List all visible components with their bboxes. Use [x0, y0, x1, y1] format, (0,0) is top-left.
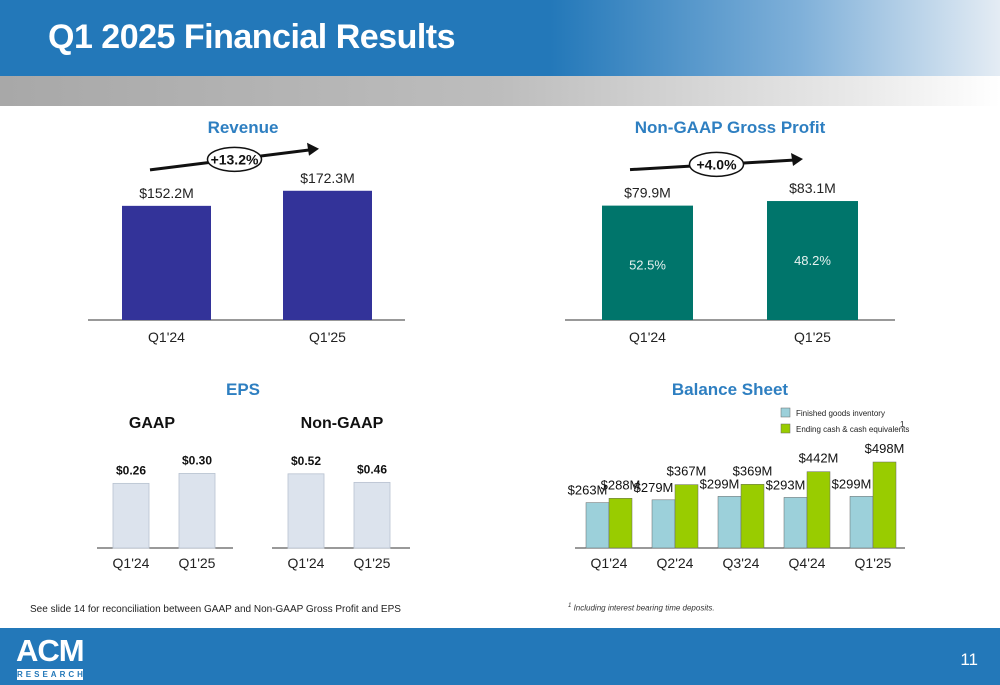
revenue-growth-label: +13.2% [211, 151, 259, 167]
balance-sheet-value-label: $299M [832, 476, 872, 491]
balance-sheet-bar [849, 496, 874, 549]
balance-sheet-category-label: Q4'24 [789, 555, 826, 571]
legend-label: Finished goods inventory [796, 409, 885, 418]
eps_gaap-subtitle: GAAP [129, 415, 176, 432]
balance-sheet-value-label: $263M [568, 483, 608, 498]
eps_gaap-category-label: Q1'25 [179, 555, 216, 571]
gross_profit-growth-label: +4.0% [696, 156, 737, 172]
revenue-bar [122, 205, 211, 320]
balance-sheet-bar [783, 497, 808, 549]
legend-swatch [780, 423, 791, 434]
balance-sheet-bar [717, 496, 742, 549]
gross-profit-section-title: Non-GAAP Gross Profit [634, 118, 826, 137]
gross_profit-value-label: $83.1M [789, 180, 836, 196]
eps_nongaap-value-label: $0.46 [357, 462, 387, 476]
gross_profit-category-label: Q1'25 [794, 329, 831, 345]
gross_profit-margin-label: 48.2% [794, 253, 831, 268]
footnote-text: Including interest bearing time deposits… [573, 603, 715, 613]
balance-sheet-bar [651, 499, 676, 549]
balance-sheet-bar [674, 484, 699, 549]
gross_profit-growth-arrow-head [791, 153, 803, 167]
balance-sheet-value-label: $299M [700, 476, 740, 491]
balance-sheet-bar [608, 498, 633, 549]
footer-bar: ACM RESEARCH 11 [0, 628, 1000, 685]
eps_gaap-bar [178, 473, 216, 549]
balance-sheet-value-label: $369M [733, 463, 773, 478]
revenue-value-label: $172.3M [300, 170, 354, 186]
eps_gaap-value-label: $0.30 [182, 453, 212, 467]
page-number: 11 [960, 650, 978, 669]
balance-sheet-bar [740, 484, 765, 549]
balance-sheet-bar [585, 502, 610, 549]
acm-logo: ACM RESEARCH [16, 633, 86, 680]
balance-sheet-category-label: Q2'24 [657, 555, 694, 571]
header-subbar [0, 76, 1000, 106]
eps_nongaap-bar [287, 473, 325, 549]
eps_nongaap-value-label: $0.52 [291, 454, 321, 468]
eps_nongaap-subtitle: Non-GAAP [301, 415, 384, 432]
balance-sheet-section-title: Balance Sheet [671, 380, 789, 399]
legend-swatch [780, 407, 791, 418]
gross_profit-value-label: $79.9M [624, 185, 671, 201]
eps_nongaap-bar [353, 481, 391, 549]
gross_profit-bar [767, 201, 858, 320]
balance-sheet-value-label: $367M [667, 464, 707, 479]
eps_nongaap-category-label: Q1'25 [354, 555, 391, 571]
balance-sheet-value-label: $293M [766, 477, 806, 492]
balance-sheet-bar [872, 461, 897, 549]
revenue-value-label: $152.2M [139, 185, 193, 201]
logo-main-text: ACM [16, 633, 85, 668]
revenue-growth-arrow-head [307, 142, 319, 156]
gross_profit-margin-label: 52.5% [629, 258, 666, 273]
gross_profit-bar [602, 205, 693, 320]
legend-label: Ending cash & cash equivalents [796, 425, 909, 434]
revenue-section-title: Revenue [207, 118, 279, 137]
cash-footnote: 1 Including interest bearing time deposi… [568, 603, 715, 613]
eps_gaap-category-label: Q1'24 [113, 555, 150, 571]
gross_profit-category-label: Q1'24 [629, 329, 666, 345]
slide-title: Q1 2025 Financial Results [48, 18, 456, 56]
reconciliation-footnote: See slide 14 for reconciliation between … [30, 604, 401, 615]
balance-sheet-value-label: $442M [799, 451, 839, 466]
balance-sheet-category-label: Q1'25 [855, 555, 892, 571]
footnote-marker: 1 [568, 603, 572, 609]
eps_gaap-bar [112, 482, 150, 549]
eps_nongaap-category-label: Q1'24 [288, 555, 325, 571]
balance-sheet-value-label: $498M [865, 441, 905, 456]
legend-footnote-marker: 1 [900, 420, 905, 429]
eps-section-title: EPS [225, 380, 261, 399]
balance-sheet-value-label: $288M [601, 477, 641, 492]
revenue-category-label: Q1'25 [309, 329, 346, 345]
balance-sheet-category-label: Q1'24 [591, 555, 628, 571]
revenue-category-label: Q1'24 [148, 329, 185, 345]
revenue-growth-badge [206, 146, 263, 173]
header-banner: Q1 2025 Financial Results [0, 0, 1000, 76]
logo-sub-text: RESEARCH [17, 669, 86, 680]
gross_profit-growth-badge [688, 151, 745, 178]
revenue-bar [283, 190, 372, 320]
balance-sheet-category-label: Q3'24 [723, 555, 760, 571]
eps_gaap-value-label: $0.26 [116, 463, 146, 477]
balance-sheet-bar [806, 471, 831, 549]
charts-canvas: $152.2M Q1'24 $172.3M Q1'25 +13.2% $79.9M Q1'2… [88, 142, 909, 571]
balance-sheet-value-label: $279M [634, 480, 674, 495]
